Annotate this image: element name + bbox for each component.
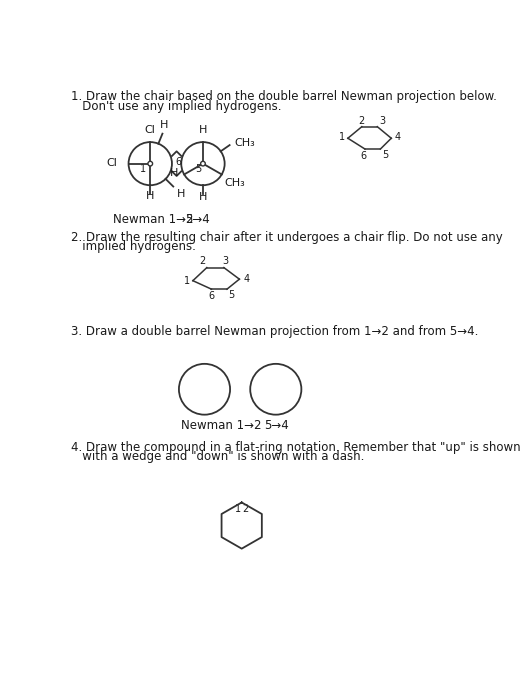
Circle shape bbox=[148, 161, 152, 166]
Text: 5: 5 bbox=[195, 164, 201, 174]
Text: 2: 2 bbox=[199, 257, 205, 266]
Circle shape bbox=[201, 161, 205, 166]
Text: H: H bbox=[160, 120, 168, 130]
Text: 3: 3 bbox=[379, 115, 385, 126]
Text: H: H bbox=[146, 191, 154, 201]
Text: H: H bbox=[177, 189, 185, 199]
Text: 2: 2 bbox=[359, 115, 365, 126]
Text: 1. Draw the chair based on the double barrel Newman projection below.: 1. Draw the chair based on the double ba… bbox=[71, 90, 497, 104]
Text: 1: 1 bbox=[184, 276, 190, 286]
Text: 1: 1 bbox=[140, 164, 146, 174]
Text: 2. Draw the resulting chair after it undergoes a chair flip. Do not use any: 2. Draw the resulting chair after it und… bbox=[71, 230, 503, 244]
Text: 4: 4 bbox=[243, 274, 250, 284]
Text: 5→4: 5→4 bbox=[264, 419, 289, 432]
Text: Cl: Cl bbox=[145, 125, 155, 135]
Text: Don't use any implied hydrogens.: Don't use any implied hydrogens. bbox=[71, 100, 282, 112]
Text: Cl: Cl bbox=[107, 158, 118, 168]
Text: Newman 1→2: Newman 1→2 bbox=[113, 213, 193, 226]
Text: with a wedge and "down" is shown with a dash.: with a wedge and "down" is shown with a … bbox=[71, 450, 365, 463]
Text: 2: 2 bbox=[242, 504, 249, 514]
Text: CH₃: CH₃ bbox=[234, 139, 255, 148]
Text: 6: 6 bbox=[360, 151, 367, 161]
Text: 4: 4 bbox=[394, 132, 400, 142]
Text: 6: 6 bbox=[209, 291, 215, 301]
Text: CH₃: CH₃ bbox=[225, 178, 245, 188]
Text: H: H bbox=[170, 168, 178, 178]
Text: 3: 3 bbox=[223, 256, 228, 266]
Text: 5→4: 5→4 bbox=[185, 213, 210, 226]
Text: 4. Draw the compound in a flat-ring notation. Remember that "up" is shown: 4. Draw the compound in a flat-ring nota… bbox=[71, 441, 520, 454]
Text: 1: 1 bbox=[340, 132, 345, 142]
Text: 6: 6 bbox=[175, 157, 181, 167]
Text: 1: 1 bbox=[235, 504, 241, 514]
Text: 5: 5 bbox=[228, 290, 235, 300]
Text: 3. Draw a double barrel Newman projection from 1→2 and from 5→4.: 3. Draw a double barrel Newman projectio… bbox=[71, 326, 478, 338]
Text: Newman 1→2: Newman 1→2 bbox=[181, 419, 262, 432]
Text: implied hydrogens.: implied hydrogens. bbox=[71, 240, 196, 253]
Text: H: H bbox=[199, 192, 207, 202]
Text: H: H bbox=[199, 125, 207, 135]
Text: 5: 5 bbox=[382, 150, 388, 160]
